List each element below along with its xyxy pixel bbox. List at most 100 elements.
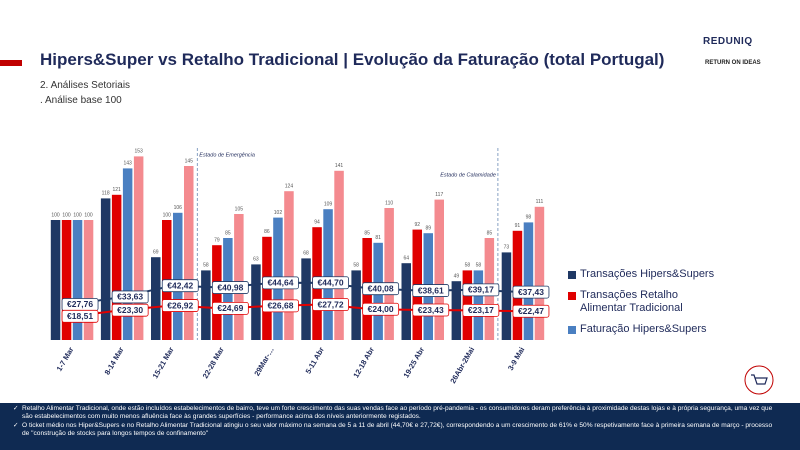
bar-value-label: 92 xyxy=(414,222,420,228)
legend-item: Transações Hipers&Supers xyxy=(568,268,718,281)
bar-value-label: 85 xyxy=(225,230,231,236)
bar-value-label: 58 xyxy=(476,263,482,269)
slide-title: Hipers&Super vs Retalho Tradicional | Ev… xyxy=(40,50,665,69)
chart: Estado de Emergência Estado de Calamidade… xyxy=(50,148,774,395)
ticket-label-box xyxy=(362,282,400,296)
bar-value-label: 110 xyxy=(385,200,393,206)
ticket-label: €33,63 xyxy=(117,292,143,302)
ticket-label: €37,43 xyxy=(518,287,544,297)
bar-value-label: 102 xyxy=(274,210,283,216)
bar-value-label: 91 xyxy=(515,223,521,229)
x-tick-label: 1-7 Mar xyxy=(55,345,76,372)
ticket-label-box xyxy=(412,284,450,297)
bar-value-label: 105 xyxy=(235,206,244,212)
x-tick-label: 5-11 Abr xyxy=(304,345,326,375)
bar xyxy=(201,270,211,340)
ticket-label-box xyxy=(211,281,249,294)
bar xyxy=(173,212,183,340)
legend-swatch xyxy=(568,292,576,300)
bar-value-label: 143 xyxy=(123,161,132,167)
bar-value-label: 100 xyxy=(84,212,93,218)
bar xyxy=(323,209,333,340)
legend-item: Transações Retalho Alimentar Tradicional xyxy=(568,289,718,315)
footer-note: O ticket médio nos Hiper&Supers e no Ret… xyxy=(0,422,800,439)
ticket-label-box xyxy=(312,276,349,290)
ticket-label: €44,70 xyxy=(318,278,344,288)
ticket-label-box xyxy=(512,304,550,318)
ticket-label-box xyxy=(161,279,199,293)
ticket-label: €23,30 xyxy=(117,305,143,315)
bar xyxy=(50,220,61,340)
legend-swatch xyxy=(568,271,576,279)
bar-value-label: 153 xyxy=(134,149,143,155)
legend-label: Faturação Hipers&Supers xyxy=(580,323,707,335)
x-tick-label: 3-9 Mai xyxy=(506,345,527,372)
x-tick-label: 15-21 Mar xyxy=(151,345,176,380)
ticket-label-box xyxy=(412,303,450,317)
bar-value-label: 109 xyxy=(324,202,333,208)
logo: REDUNIQ xyxy=(703,36,753,47)
bar xyxy=(351,270,361,340)
bar-value-label: 73 xyxy=(504,245,510,251)
bar xyxy=(434,199,444,340)
ticket-label-box xyxy=(512,285,550,299)
ticket-label: €18,51 xyxy=(67,311,93,321)
legend: Transações Hipers&Supers Transações Retal… xyxy=(568,268,718,344)
bar xyxy=(111,194,122,340)
legend-label: Transações Retalho Alimentar Tradicional xyxy=(580,289,683,314)
bar xyxy=(72,220,83,340)
ticket-label: €26,92 xyxy=(167,300,193,310)
bar-value-label: 118 xyxy=(102,191,110,197)
bar-value-label: 86 xyxy=(264,229,270,235)
ticket-label: €42,42 xyxy=(167,280,193,290)
ticket-label: €24,00 xyxy=(368,304,394,314)
bar-value-label: 64 xyxy=(403,256,409,262)
bar xyxy=(251,264,261,340)
bar-value-label: 85 xyxy=(487,230,493,236)
subsection: . Análise base 100 xyxy=(40,95,122,106)
bar-value-label: 79 xyxy=(214,238,220,244)
ticket-label: €26,68 xyxy=(267,301,293,311)
bar-value-label: 100 xyxy=(51,212,60,218)
bar-value-label: 58 xyxy=(203,263,209,269)
x-tick-label: 22-28 Mar xyxy=(201,345,226,380)
bar xyxy=(284,191,294,340)
bar-value-label: 100 xyxy=(62,212,71,218)
bar xyxy=(301,258,311,340)
bar-value-label: 68 xyxy=(303,251,309,257)
x-tick-label: 12-18 Abr xyxy=(351,345,376,379)
ticket-label-box xyxy=(61,309,99,323)
bar-value-label: 69 xyxy=(153,250,159,256)
bar xyxy=(523,222,534,340)
ticket-label: €44,64 xyxy=(267,278,293,288)
ticket-label-box xyxy=(312,298,349,311)
bar-value-label: 94 xyxy=(314,220,320,226)
bar-value-label: 117 xyxy=(435,192,443,198)
cart-icon xyxy=(744,365,774,395)
x-tick-label: 8-14 Mar xyxy=(103,345,126,376)
accent-bar xyxy=(0,60,22,66)
ticket-label: €40,08 xyxy=(368,283,394,293)
ticket-label: €22,47 xyxy=(518,306,544,316)
ticket-label-box xyxy=(161,299,199,312)
ticket-label-box xyxy=(462,283,500,297)
bar-value-label: 100 xyxy=(163,212,172,218)
bar xyxy=(133,156,144,340)
bar-value-label: 81 xyxy=(375,235,381,241)
annotation: Estado de Emergência xyxy=(199,152,255,158)
bar-value-label: 63 xyxy=(253,257,259,263)
ticket-label: €40,98 xyxy=(217,282,243,292)
ticket-label-box xyxy=(362,302,400,316)
ticket-label-box xyxy=(462,303,500,317)
bar xyxy=(61,220,72,340)
bar-value-label: 49 xyxy=(454,274,460,280)
ticket-label: €39,17 xyxy=(468,285,494,295)
bar-value-label: 145 xyxy=(185,158,194,164)
x-tick-label: 29Mar-… xyxy=(252,345,276,377)
bar-value-label: 106 xyxy=(174,205,183,211)
ticket-label: €38,61 xyxy=(418,285,444,295)
bar xyxy=(401,263,411,340)
x-tick-label: 19-25 Abr xyxy=(401,345,426,379)
bar-value-label: 141 xyxy=(335,163,344,169)
bar-value-label: 111 xyxy=(536,199,544,205)
